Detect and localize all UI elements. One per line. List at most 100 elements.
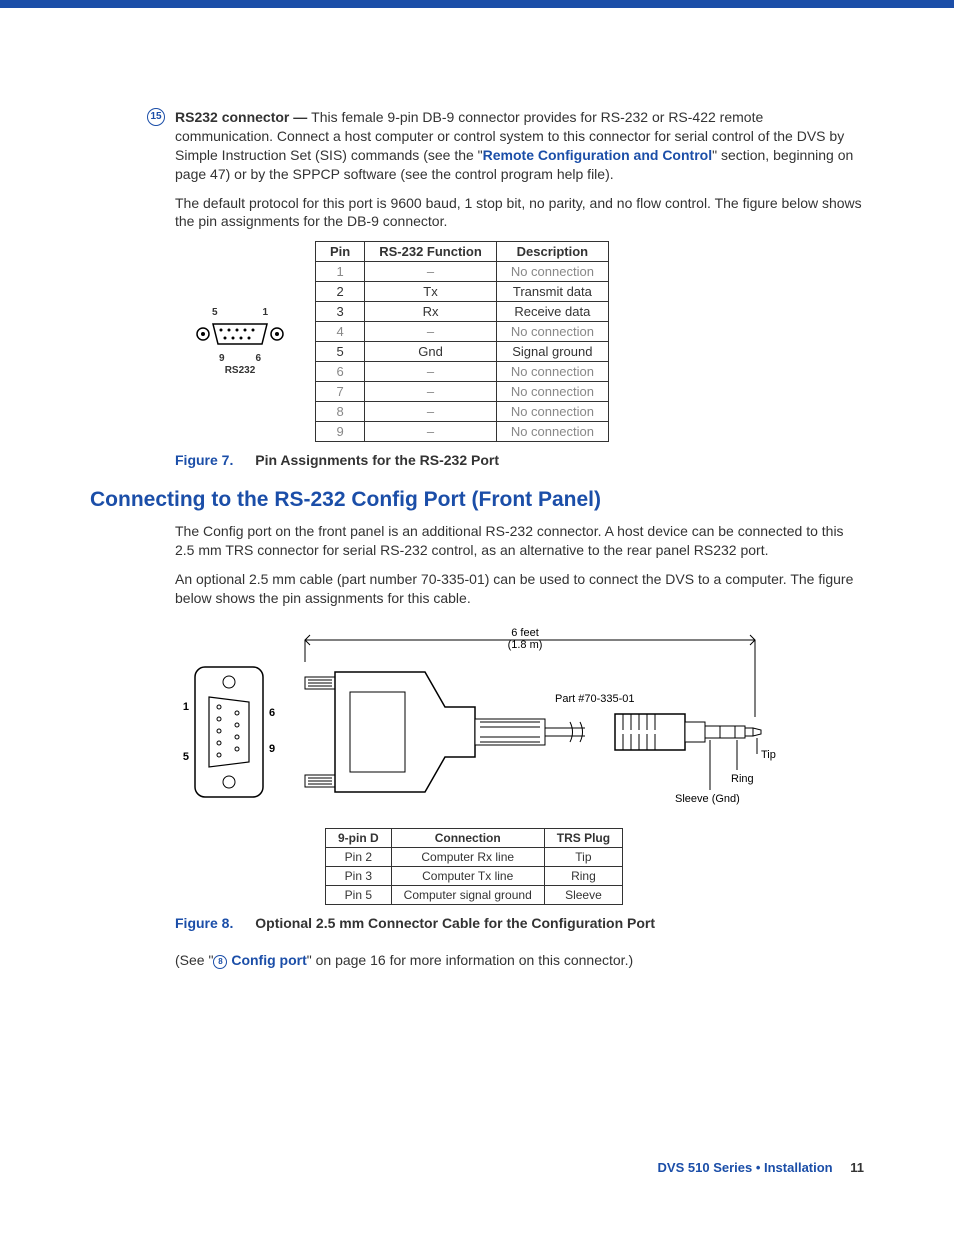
page-footer: DVS 510 Series • Installation 11	[658, 1160, 864, 1175]
db9-pin5-label: 5	[212, 307, 218, 319]
pin-cell: –	[365, 402, 497, 422]
pin-cell: 2	[316, 282, 365, 302]
pin-cell: No connection	[496, 262, 608, 282]
table-row: 2TxTransmit data	[316, 282, 609, 302]
conn-cell: Computer Tx line	[391, 866, 544, 885]
page-content: 15 RS232 connector — This female 9-pin D…	[0, 8, 954, 970]
section-para-2: An optional 2.5 mm cable (part number 70…	[175, 570, 864, 608]
table-row: Pin 5Computer signal groundSleeve	[326, 885, 623, 904]
pin-cell: 9	[316, 422, 365, 442]
conn-cell: Ring	[544, 866, 622, 885]
db9-diagram: 5 1 9 6 RS232	[195, 307, 285, 377]
table-row: 4–No connection	[316, 322, 609, 342]
pin-cell: 4	[316, 322, 365, 342]
figure8-title: Optional 2.5 mm Connector Cable for the …	[255, 915, 655, 931]
config-port-link[interactable]: Config port	[231, 952, 306, 968]
xref-para: (See "8 Config port" on page 16 for more…	[175, 951, 864, 970]
remote-config-link[interactable]: Remote Configuration and Control	[483, 147, 712, 163]
pin-cell: No connection	[496, 382, 608, 402]
cable-diagram-svg: 6 feet (1.8 m) 1 5 6 9	[175, 622, 795, 822]
rs232-title: RS232 connector —	[175, 109, 311, 125]
pin-cell: Transmit data	[496, 282, 608, 302]
figure7-title: Pin Assignments for the RS-232 Port	[255, 452, 499, 468]
figure7-caption: Figure 7. Pin Assignments for the RS-232…	[175, 452, 864, 468]
pin-th-desc: Description	[496, 242, 608, 262]
trs-tip: Tip	[761, 749, 776, 761]
footer-page: 11	[850, 1160, 864, 1175]
rs232-para-2: The default protocol for this port is 96…	[175, 194, 864, 232]
figure8-caption: Figure 8. Optional 2.5 mm Connector Cabl…	[175, 915, 864, 931]
pin-cell: Tx	[365, 282, 497, 302]
pin-cell: –	[365, 422, 497, 442]
pin-cell: Receive data	[496, 302, 608, 322]
pin-th-fn: RS-232 Function	[365, 242, 497, 262]
section-heading: Connecting to the RS-232 Config Port (Fr…	[90, 488, 864, 512]
table-row: 3RxReceive data	[316, 302, 609, 322]
pin-cell: 5	[316, 342, 365, 362]
conn-cell: Computer signal ground	[391, 885, 544, 904]
pin-cell: 1	[316, 262, 365, 282]
pin-cell: –	[365, 262, 497, 282]
conn-cell: Pin 3	[326, 866, 392, 885]
pin-cell: –	[365, 382, 497, 402]
pin-cell: –	[365, 362, 497, 382]
pin-cell: No connection	[496, 402, 608, 422]
figure7-label: Figure 7.	[175, 452, 233, 468]
xref-badge: 8	[213, 955, 227, 969]
figure8-label: Figure 8.	[175, 915, 233, 931]
xref-b: " on page 16 for more information on thi…	[307, 952, 633, 968]
pin-cell: No connection	[496, 362, 608, 382]
conn-cell: Pin 2	[326, 847, 392, 866]
table-row: 9–No connection	[316, 422, 609, 442]
rs232-para-1: RS232 connector — This female 9-pin DB-9…	[175, 108, 864, 184]
cable-part: Part #70-335-01	[555, 693, 635, 705]
conn-cell: Pin 5	[326, 885, 392, 904]
table-row: Pin 3Computer Tx lineRing	[326, 866, 623, 885]
pin-cell: Gnd	[365, 342, 497, 362]
conn-cell: Sleeve	[544, 885, 622, 904]
pin-cell: No connection	[496, 422, 608, 442]
cable-length-bot: (1.8 m)	[508, 639, 543, 651]
top-accent-bar	[0, 0, 954, 8]
db9-rs232-label: RS232	[195, 365, 285, 377]
pin-cell: No connection	[496, 322, 608, 342]
item-number-badge: 15	[147, 108, 165, 126]
pin-cell: –	[365, 322, 497, 342]
db9-pin1-label: 1	[262, 307, 268, 319]
pin-cell: Signal ground	[496, 342, 608, 362]
figure7-row: 5 1 9 6 RS232	[195, 241, 864, 442]
cable-length-top: 6 feet	[511, 627, 539, 639]
connection-table: 9-pin D Connection TRS Plug Pin 2Compute…	[325, 828, 623, 905]
trs-ring: Ring	[731, 773, 754, 785]
cable-pin9: 9	[269, 743, 275, 755]
conn-th-0: 9-pin D	[326, 828, 392, 847]
db9-connector-icon	[195, 319, 285, 349]
cable-pin6: 6	[269, 707, 275, 719]
pin-assignment-table: Pin RS-232 Function Description 1–No con…	[315, 241, 609, 442]
table-row: Pin 2Computer Rx lineTip	[326, 847, 623, 866]
conn-cell: Computer Rx line	[391, 847, 544, 866]
figure8-diagram: 6 feet (1.8 m) 1 5 6 9	[175, 622, 795, 905]
xref-a: (See "	[175, 952, 213, 968]
pin-cell: 7	[316, 382, 365, 402]
rs232-item: 1 5 RS232 connector — This female 9-pin D…	[175, 108, 864, 468]
table-row: 5GndSignal ground	[316, 342, 609, 362]
conn-th-1: Connection	[391, 828, 544, 847]
conn-cell: Tip	[544, 847, 622, 866]
table-row: 6–No connection	[316, 362, 609, 382]
pin-th-pin: Pin	[316, 242, 365, 262]
table-row: 1–No connection	[316, 262, 609, 282]
db9-pin9-label: 9	[219, 353, 225, 365]
section-para-1: The Config port on the front panel is an…	[175, 522, 864, 560]
cable-pin1: 1	[183, 701, 189, 713]
trs-sleeve: Sleeve (Gnd)	[675, 793, 740, 805]
cable-pin5: 5	[183, 751, 189, 763]
db9-pin6-label: 6	[255, 353, 261, 365]
conn-th-2: TRS Plug	[544, 828, 622, 847]
table-row: 7–No connection	[316, 382, 609, 402]
pin-cell: 3	[316, 302, 365, 322]
pin-cell: 8	[316, 402, 365, 422]
pin-cell: 6	[316, 362, 365, 382]
footer-title: DVS 510 Series • Installation	[658, 1160, 833, 1175]
pin-cell: Rx	[365, 302, 497, 322]
